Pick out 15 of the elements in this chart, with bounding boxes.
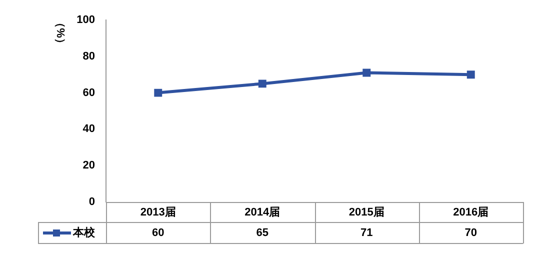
y-axis-title: （%） [54,17,66,49]
x-tick-label: 2013届 [140,206,176,219]
point [362,68,371,77]
point [258,80,266,88]
x-tick-label: 2016届 [453,206,489,219]
point [154,88,162,97]
y-tick-label: 40 [82,123,95,136]
y-tick-label: 60 [82,86,95,99]
y-tick-label: 80 [82,50,95,62]
y-tick-label: 100 [76,14,95,26]
y-tick-label: 0 [88,196,95,208]
point [466,70,475,79]
y-tick-label: 20 [82,160,95,172]
x-tick-label: 2014届 [244,206,280,219]
x-tick-label: 2015届 [348,206,384,219]
